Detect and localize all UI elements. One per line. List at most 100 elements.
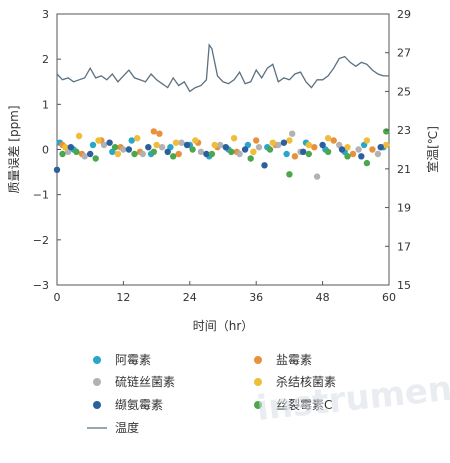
data-point [344,144,351,151]
data-point [67,144,75,151]
legend-label: 杀结核菌素 [276,374,336,389]
y-left-tick-label: 3 [42,8,49,21]
x-tick-label: 24 [183,291,197,304]
data-point [330,137,337,144]
x-tick-label: 60 [382,291,396,304]
data-point [92,155,99,162]
data-point [120,146,127,153]
legend-marker [93,378,101,386]
data-point [236,150,243,158]
data-point [349,150,357,158]
data-point [369,146,376,153]
data-point [59,150,66,158]
data-point [131,150,138,158]
data-point [266,146,274,153]
data-point [289,130,296,137]
data-point [383,141,390,149]
data-point [313,173,321,180]
data-point [338,146,346,153]
data-point [111,144,119,151]
temperature-line-layer [56,43,389,93]
legend-label: 丝裂霉素C [276,398,332,412]
data-point [305,141,312,149]
data-point [324,148,332,155]
y-left-tick-label: −1 [33,189,49,202]
x-tick-label: 12 [116,291,130,304]
y-right-tick-label: 25 [397,85,411,98]
data-point [280,139,288,146]
data-point [53,166,61,173]
data-point [283,150,290,158]
legend-label: 阿霉素 [115,353,151,367]
data-point [269,139,276,146]
data-point [241,146,249,153]
data-point [250,148,257,155]
x-tick-label: 48 [316,291,330,304]
y-right-tick-label: 27 [397,47,411,60]
data-point [134,135,141,142]
y-axis-right-label: 室温[℃] [425,126,440,173]
y-right-tick-label: 23 [397,124,411,137]
data-point [211,141,218,149]
data-point [255,144,263,151]
data-point [286,137,293,144]
data-point [261,162,268,169]
y-right-tick-label: 15 [397,279,411,292]
data-point [208,150,216,158]
y-left-tick-label: 0 [42,144,49,157]
legend-marker [254,378,262,386]
data-point [164,148,171,155]
data-point [145,144,152,151]
data-point [383,128,390,135]
data-point [291,153,299,160]
x-tick-label: 0 [54,291,61,304]
data-point [363,159,371,167]
data-point [95,137,102,144]
data-point [275,141,282,149]
legend-marker [93,356,101,364]
data-point [175,150,182,158]
y-left-tick-label: 2 [42,53,49,66]
data-point [106,139,113,146]
legend-label: 温度 [115,420,139,435]
data-point [62,144,69,151]
data-point [228,148,235,155]
data-point [158,144,166,151]
data-point [247,155,254,162]
data-point [355,146,362,153]
x-axis-label: 时间（hr） [193,319,254,333]
data-point [100,141,108,149]
legend-label: 缬氨霉素 [115,398,163,412]
data-point [203,150,210,158]
data-point [363,137,371,144]
data-point [139,150,146,158]
data-point [377,144,384,151]
y-left-tick-label: −3 [33,279,49,292]
data-point [189,146,196,153]
data-point [311,144,318,151]
data-point [81,153,88,160]
data-point [253,137,260,144]
data-point [114,150,122,158]
x-tick-label: 36 [249,291,263,304]
legend-label: 盐霉素 [276,353,312,367]
data-point [128,137,135,144]
data-point [324,135,332,142]
data-point [305,150,312,158]
legend-marker [93,401,101,409]
data-point [344,153,351,160]
data-point [222,144,229,151]
data-point [73,148,80,155]
data-point [89,141,97,149]
data-point [319,141,326,149]
y-right-tick-label: 19 [397,202,411,215]
data-point [170,153,177,160]
data-point [286,171,293,178]
legend-marker [254,356,262,364]
y-right-tick-label: 17 [397,240,411,253]
legend-label: 硫链丝菌素 [115,374,175,389]
data-point [217,141,224,149]
data-point [300,148,307,155]
